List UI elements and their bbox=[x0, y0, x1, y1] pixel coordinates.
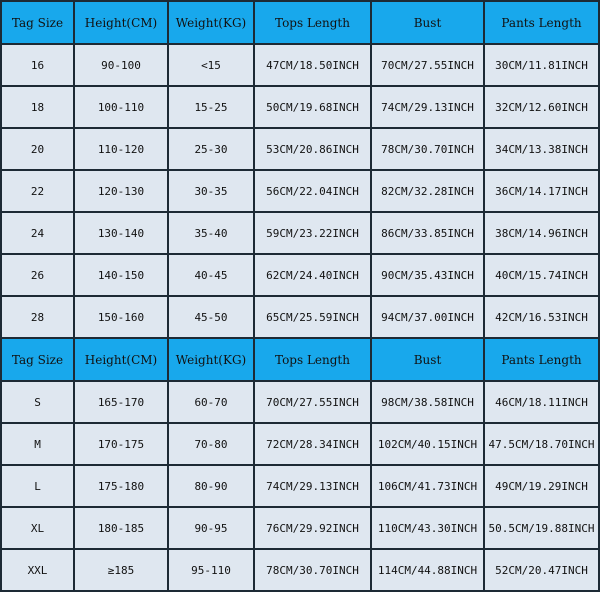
table-cell: L bbox=[0, 464, 75, 508]
table-row: XXL ≥185 95-110 78CM/30.70INCH 114CM/44.88IN… bbox=[0, 548, 600, 592]
table-cell: <15 bbox=[167, 43, 255, 87]
table-cell: 62CM/24.40INCH bbox=[253, 253, 372, 297]
table-cell: 56CM/22.04INCH bbox=[253, 169, 372, 213]
table-row: L 175-180 80-90 74CM/29.13INCH 106CM/41.73IN… bbox=[0, 464, 600, 508]
table-cell: 47.5CM/18.70INCH bbox=[483, 422, 600, 466]
table-cell: 60-70 bbox=[167, 380, 255, 424]
column-header: Height(CM) bbox=[73, 337, 169, 382]
table-row: 24 130-140 35-40 59CM/23.22INCH 86CM/33.85IN… bbox=[0, 211, 600, 255]
table-cell: 18 bbox=[0, 85, 75, 129]
column-header: Pants Length bbox=[483, 337, 600, 382]
table-cell: S bbox=[0, 380, 75, 424]
table-cell: 42CM/16.53INCH bbox=[483, 295, 600, 339]
table-cell: 26 bbox=[0, 253, 75, 297]
column-header: Tops Length bbox=[253, 337, 372, 382]
column-header: Height(CM) bbox=[73, 0, 169, 45]
table-cell: 47CM/18.50INCH bbox=[253, 43, 372, 87]
table-cell: 110CM/43.30INCH bbox=[370, 506, 485, 550]
table-cell: 170-175 bbox=[73, 422, 169, 466]
table-cell: 102CM/40.15INCH bbox=[370, 422, 485, 466]
table-cell: 130-140 bbox=[73, 211, 169, 255]
header-row: Tag Size Height(CM) Weight(KG) Tops Length B… bbox=[0, 337, 600, 382]
table-cell: 28 bbox=[0, 295, 75, 339]
table-cell: 34CM/13.38INCH bbox=[483, 127, 600, 171]
table-cell: 78CM/30.70INCH bbox=[370, 127, 485, 171]
table-cell: 70CM/27.55INCH bbox=[370, 43, 485, 87]
table-cell: 90-100 bbox=[73, 43, 169, 87]
table-cell: 120-130 bbox=[73, 169, 169, 213]
column-header: Pants Length bbox=[483, 0, 600, 45]
table-cell: 86CM/33.85INCH bbox=[370, 211, 485, 255]
table-cell: 100-110 bbox=[73, 85, 169, 129]
table-cell: 49CM/19.29INCH bbox=[483, 464, 600, 508]
table-row: 22 120-130 30-35 56CM/22.04INCH 82CM/32.28IN… bbox=[0, 169, 600, 213]
table-cell: 30-35 bbox=[167, 169, 255, 213]
header-row: Tag Size Height(CM) Weight(KG) Tops Length B… bbox=[0, 0, 600, 45]
table-cell: 180-185 bbox=[73, 506, 169, 550]
table-cell: 72CM/28.34INCH bbox=[253, 422, 372, 466]
table-row: 26 140-150 40-45 62CM/24.40INCH 90CM/35.43IN… bbox=[0, 253, 600, 297]
table-row: M 170-175 70-80 72CM/28.34INCH 102CM/40.15IN… bbox=[0, 422, 600, 466]
table-cell: 150-160 bbox=[73, 295, 169, 339]
table-cell: 35-40 bbox=[167, 211, 255, 255]
table-cell: 95-110 bbox=[167, 548, 255, 592]
table-cell: 30CM/11.81INCH bbox=[483, 43, 600, 87]
table-cell: 175-180 bbox=[73, 464, 169, 508]
table-cell: 25-30 bbox=[167, 127, 255, 171]
column-header: Bust bbox=[370, 337, 485, 382]
table-cell: 22 bbox=[0, 169, 75, 213]
table-cell: 32CM/12.60INCH bbox=[483, 85, 600, 129]
table-cell: 40CM/15.74INCH bbox=[483, 253, 600, 297]
table-cell: 165-170 bbox=[73, 380, 169, 424]
table-cell: 76CM/29.92INCH bbox=[253, 506, 372, 550]
column-header: Tops Length bbox=[253, 0, 372, 45]
table-cell: 53CM/20.86INCH bbox=[253, 127, 372, 171]
table-cell: 38CM/14.96INCH bbox=[483, 211, 600, 255]
table-row: XL 180-185 90-95 76CM/29.92INCH 110CM/43.30I… bbox=[0, 506, 600, 550]
table-cell: M bbox=[0, 422, 75, 466]
table-cell: 59CM/23.22INCH bbox=[253, 211, 372, 255]
table-row: 28 150-160 45-50 65CM/25.59INCH 94CM/37.00IN… bbox=[0, 295, 600, 339]
table-cell: 140-150 bbox=[73, 253, 169, 297]
table-cell: 70CM/27.55INCH bbox=[253, 380, 372, 424]
table-cell: 16 bbox=[0, 43, 75, 87]
column-header: Tag Size bbox=[0, 0, 75, 45]
table-cell: 74CM/29.13INCH bbox=[370, 85, 485, 129]
table-cell: XXL bbox=[0, 548, 75, 592]
column-header: Tag Size bbox=[0, 337, 75, 382]
table-cell: 52CM/20.47INCH bbox=[483, 548, 600, 592]
column-header: Bust bbox=[370, 0, 485, 45]
table-cell: 24 bbox=[0, 211, 75, 255]
table-cell: 74CM/29.13INCH bbox=[253, 464, 372, 508]
table-cell: 36CM/14.17INCH bbox=[483, 169, 600, 213]
table-cell: 45-50 bbox=[167, 295, 255, 339]
column-header: Weight(KG) bbox=[167, 337, 255, 382]
table-cell: 70-80 bbox=[167, 422, 255, 466]
table-cell: 114CM/44.88INCH bbox=[370, 548, 485, 592]
table-cell: 80-90 bbox=[167, 464, 255, 508]
table-cell: 15-25 bbox=[167, 85, 255, 129]
table-cell: 94CM/37.00INCH bbox=[370, 295, 485, 339]
table-row: 18 100-110 15-25 50CM/19.68INCH 74CM/29.13IN… bbox=[0, 85, 600, 129]
table-cell: 106CM/41.73INCH bbox=[370, 464, 485, 508]
table-cell: 20 bbox=[0, 127, 75, 171]
table-row: 16 90-100 <15 47CM/18.50INCH 70CM/27.55INCH 3… bbox=[0, 43, 600, 87]
table-cell: 90CM/35.43INCH bbox=[370, 253, 485, 297]
table-cell: 50CM/19.68INCH bbox=[253, 85, 372, 129]
table-cell: 40-45 bbox=[167, 253, 255, 297]
table-row: S 165-170 60-70 70CM/27.55INCH 98CM/38.58INC… bbox=[0, 380, 600, 424]
table-row: 20 110-120 25-30 53CM/20.86INCH 78CM/30.70IN… bbox=[0, 127, 600, 171]
table-cell: 110-120 bbox=[73, 127, 169, 171]
table-cell: 98CM/38.58INCH bbox=[370, 380, 485, 424]
column-header: Weight(KG) bbox=[167, 0, 255, 45]
table-cell: 82CM/32.28INCH bbox=[370, 169, 485, 213]
table-cell: 78CM/30.70INCH bbox=[253, 548, 372, 592]
table-cell: 46CM/18.11INCH bbox=[483, 380, 600, 424]
table-cell: ≥185 bbox=[73, 548, 169, 592]
table-cell: 50.5CM/19.88INCH bbox=[483, 506, 600, 550]
table-cell: XL bbox=[0, 506, 75, 550]
table-cell: 65CM/25.59INCH bbox=[253, 295, 372, 339]
table-cell: 90-95 bbox=[167, 506, 255, 550]
